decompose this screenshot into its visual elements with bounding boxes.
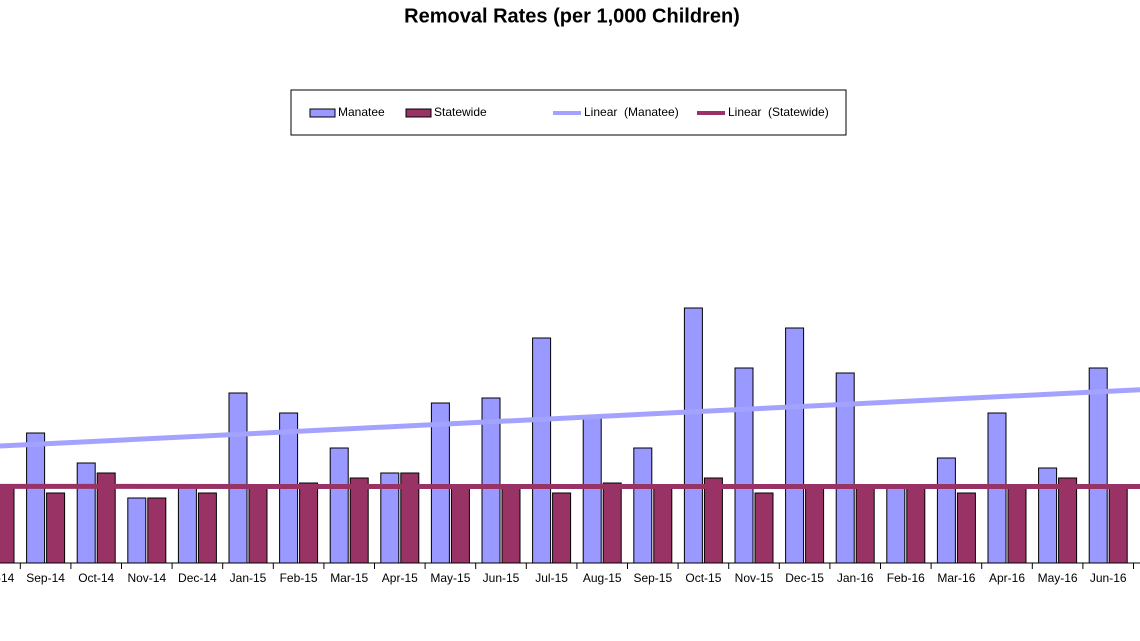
bar: [127, 497, 147, 564]
bar: [805, 487, 825, 564]
x-tick-label: Jun-15: [483, 571, 520, 585]
bar: [501, 487, 521, 564]
x-tick-label: Mar-16: [937, 571, 975, 585]
bar: [906, 487, 926, 564]
bar: [855, 487, 875, 564]
bar: [400, 472, 420, 564]
legend-swatch: [405, 108, 432, 118]
x-tick-label: Jan-15: [230, 571, 267, 585]
trend-line: [0, 387, 1140, 449]
legend-label: Linear (Statewide): [728, 105, 829, 119]
x-tick-label: Sep-14: [26, 571, 65, 585]
bar: [734, 367, 754, 564]
legend-label: Linear (Manatee): [584, 105, 679, 119]
bar: [1088, 367, 1108, 564]
bar: [380, 472, 400, 564]
x-tick-label: Mar-15: [330, 571, 368, 585]
x-tick-label: Nov-15: [735, 571, 774, 585]
x-tick-label: Jul-15: [535, 571, 568, 585]
bar: [602, 482, 622, 564]
bar: [886, 487, 906, 564]
x-tick-label: Dec-14: [178, 571, 217, 585]
bar: [1058, 477, 1078, 564]
bar: [532, 337, 552, 564]
bar: [552, 492, 572, 564]
bar: [1108, 487, 1128, 564]
bar: [76, 462, 96, 564]
bar: [349, 477, 369, 564]
x-tick-label: Dec-15: [785, 571, 824, 585]
x-tick-label: Nov-14: [127, 571, 166, 585]
x-tick-label: Jun-16: [1090, 571, 1127, 585]
bar: [0, 487, 15, 564]
x-tick-label: Oct-14: [78, 571, 114, 585]
x-tick-label: Apr-15: [382, 571, 418, 585]
bar: [46, 492, 66, 564]
bar: [96, 472, 116, 564]
bar: [1038, 467, 1058, 564]
x-tick-label: Feb-15: [280, 571, 318, 585]
bar: [633, 447, 653, 564]
bar: [228, 392, 248, 564]
x-tick-label: Apr-16: [989, 571, 1025, 585]
bar: [703, 477, 723, 564]
bar: [1007, 487, 1027, 564]
bar: [683, 307, 703, 564]
x-tick-label: Sep-15: [633, 571, 672, 585]
chart-title: Removal Rates (per 1,000 Children): [404, 5, 740, 27]
bar: [147, 497, 167, 564]
bar: [785, 327, 805, 564]
bar: [936, 457, 956, 564]
bar: [430, 402, 450, 564]
x-tick-label: May-15: [430, 571, 470, 585]
bar: [299, 482, 319, 564]
bar: [481, 397, 501, 564]
x-tick-label: Aug-14: [0, 571, 15, 585]
x-tick-label: Aug-15: [583, 571, 622, 585]
bar: [248, 487, 268, 564]
bar: [754, 492, 774, 564]
bar: [653, 487, 673, 564]
bar: [197, 492, 217, 564]
legend-label: Statewide: [434, 105, 487, 119]
x-tick-label: Feb-16: [887, 571, 925, 585]
legend-label: Manatee: [338, 105, 385, 119]
bar: [582, 417, 602, 564]
bar: [177, 487, 197, 564]
bar: [956, 492, 976, 564]
bar: [450, 487, 470, 564]
bar: [26, 432, 46, 564]
x-tick-label: Oct-15: [685, 571, 721, 585]
bar: [329, 447, 349, 564]
x-tick-label: Jan-16: [837, 571, 874, 585]
bar: [835, 372, 855, 564]
x-tick-label: May-16: [1038, 571, 1078, 585]
legend-swatch: [309, 108, 336, 118]
